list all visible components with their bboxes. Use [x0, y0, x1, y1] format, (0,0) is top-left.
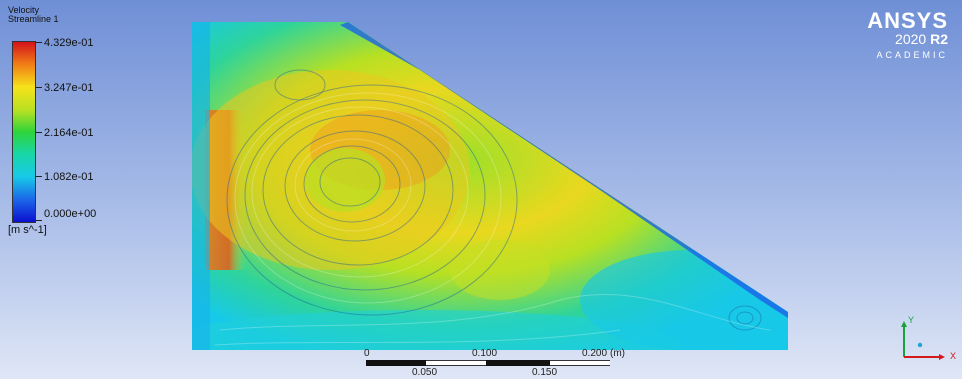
version-year: 2020: [895, 31, 927, 47]
legend-tick: [35, 87, 42, 88]
ansys-logo: ANSYS 2020 R2 ACADEMIC: [867, 8, 948, 61]
legend-label-max: 4.329e-01: [44, 37, 94, 49]
legend-unit: [m s^-1]: [8, 224, 47, 236]
axis-triad-icon: [901, 321, 945, 360]
scale-label: 0.150: [532, 367, 558, 378]
legend-label-min: 0.000e+00: [44, 208, 97, 220]
scale-label: 0.100: [472, 348, 498, 359]
legend-subtitle: Streamline 1: [8, 14, 59, 24]
scale-label: 0.200: [582, 348, 608, 359]
scale-unit: (m): [610, 348, 625, 359]
scale-bar: 0 0.100 0.200 (m) 0.050 0.150: [360, 348, 625, 378]
axis-triad[interactable]: Y X: [890, 315, 960, 365]
legend-label-2: 2.164e-01: [44, 127, 94, 139]
legend-tick: [35, 42, 42, 43]
triad-x-label: X: [950, 351, 957, 361]
ansys-edition: ACADEMIC: [876, 50, 948, 60]
scale-segment-light: [426, 360, 486, 366]
triad-y-label: Y: [908, 315, 915, 325]
legend-title: Velocity: [8, 5, 40, 15]
scale-segment-dark: [486, 360, 550, 366]
legend-label-3: 3.247e-01: [44, 82, 94, 94]
scale-label: 0: [364, 348, 370, 359]
legend-tick: [35, 220, 42, 221]
scale-segment-dark: [366, 360, 426, 366]
ansys-version: 2020 R2: [867, 32, 948, 47]
scale-label: 0.050: [412, 367, 438, 378]
version-release: R2: [930, 31, 948, 47]
scale-segment-light: [550, 360, 610, 366]
ansys-brand: ANSYS: [867, 8, 948, 33]
velocity-legend: Velocity Streamline 1 4.329e-01 3.247e-0…: [8, 5, 168, 237]
legend-tick: [35, 176, 42, 177]
legend-color-bar: [12, 41, 36, 223]
legend-label-1: 1.082e-01: [44, 171, 94, 183]
fluid-domain: [192, 22, 788, 350]
legend-tick: [35, 132, 42, 133]
